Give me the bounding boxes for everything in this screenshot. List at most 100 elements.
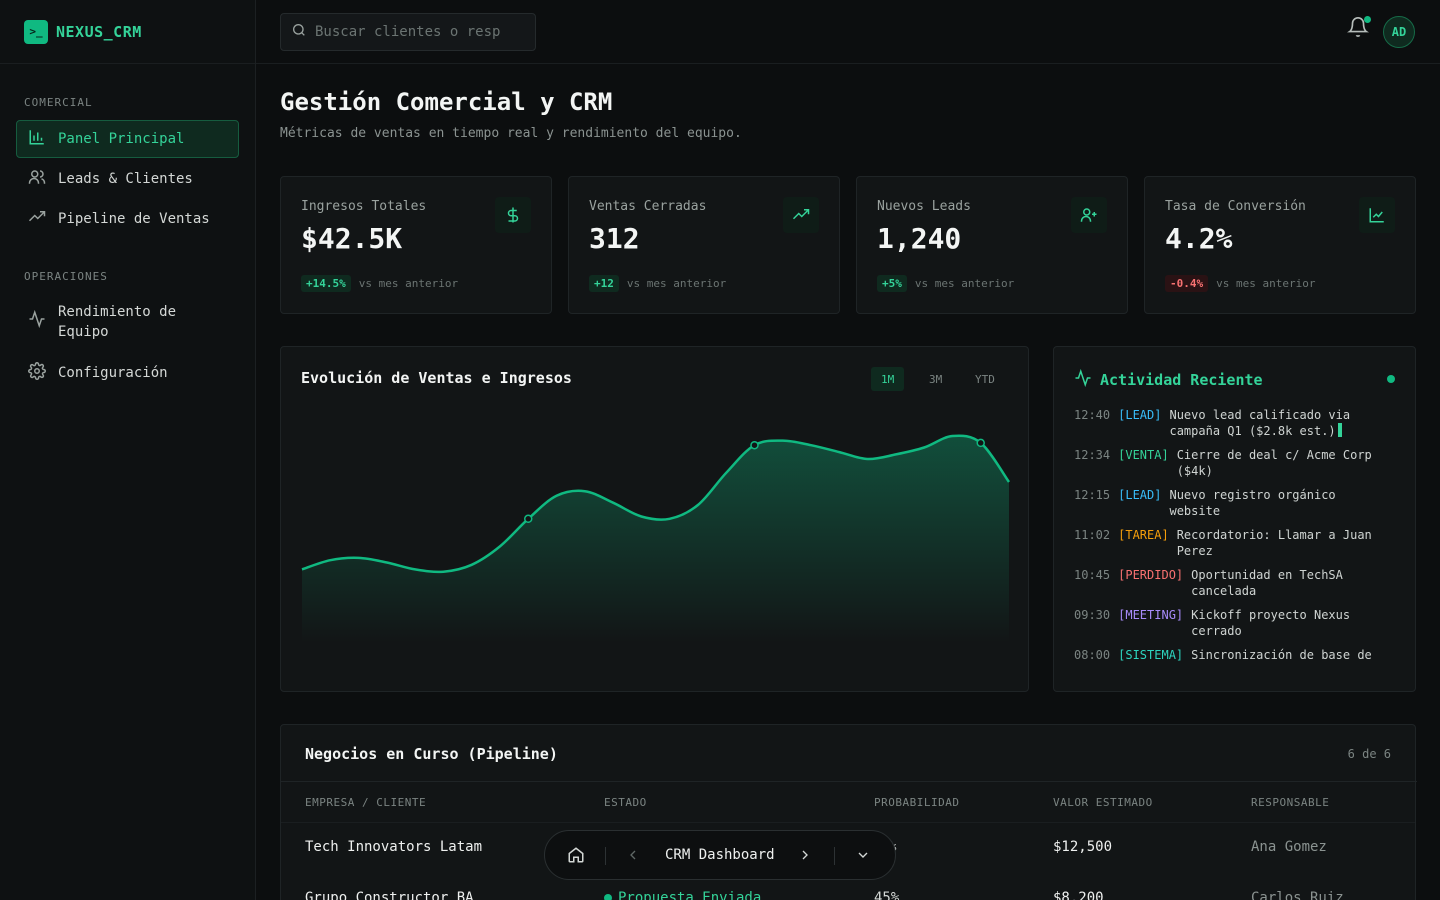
kpi-caption: vs mes anterior	[358, 277, 459, 290]
activity-text: Sincronización de base de	[1191, 648, 1372, 662]
activity-item: 09:30 [MEETING] Kickoff proyecto Nexus c…	[1074, 607, 1374, 639]
kpi-delta: +14.5%	[301, 275, 351, 292]
column-header-valor[interactable]: VALOR ESTIMADO	[1053, 796, 1153, 809]
gear-icon	[28, 362, 46, 384]
status-badge: Propuesta Enviada	[618, 890, 762, 900]
range-button-ytd[interactable]: YTD	[975, 372, 995, 386]
nav-heading-operaciones: OPERACIONES	[24, 270, 108, 283]
kpi-delta: -0.4%	[1165, 275, 1209, 292]
kpi-card-leads: Nuevos Leads 1,240 +5% vs mes anterior	[856, 176, 1128, 314]
activity-text: Recordatorio: Llamar a Juan Perez	[1176, 528, 1372, 558]
activity-text: Kickoff proyecto Nexus cerrado	[1191, 608, 1351, 638]
divider	[281, 781, 1417, 782]
pipeline-count: 6 de 6	[1347, 747, 1391, 761]
cell-status: Propuesta Enviada	[604, 890, 761, 900]
kpi-label: Ingresos Totales	[301, 199, 427, 214]
column-header-responsable[interactable]: RESPONSABLE	[1251, 796, 1330, 809]
chart-point[interactable]	[750, 440, 759, 450]
page-subtitle: Métricas de ventas en tiempo real y rend…	[280, 126, 742, 141]
search-box[interactable]	[280, 13, 536, 51]
avatar[interactable]: AD	[1383, 16, 1415, 48]
kpi-card-conversion: Tasa de Conversión 4.2% -0.4% vs mes ant…	[1144, 176, 1416, 314]
column-header-empresa[interactable]: EMPRESA / CLIENTE	[305, 796, 427, 809]
status-dot	[604, 894, 612, 900]
sidebar-item-pipeline-ventas[interactable]: Pipeline de Ventas	[16, 200, 239, 238]
notification-dot	[1364, 16, 1371, 23]
activity-tag: [PERDIDO]	[1118, 568, 1184, 582]
search-input[interactable]	[315, 24, 525, 40]
floating-nav-bar: CRM Dashboard	[544, 830, 896, 880]
brand[interactable]: >_ NEXUS_CRM	[0, 0, 255, 64]
activity-tag: [SISTEMA]	[1118, 648, 1184, 662]
users-icon	[28, 168, 46, 190]
activity-tag: [TAREA]	[1118, 528, 1169, 542]
kpi-card-ventas: Ventas Cerradas 312 +12 vs mes anterior	[568, 176, 840, 314]
activity-card: Actividad Reciente 12:40 [LEAD] Nuevo le…	[1053, 346, 1416, 692]
cell-owner: Carlos Ruiz	[1251, 890, 1344, 900]
separator	[834, 847, 835, 865]
sidebar-item-label: Leads & Clientes	[58, 171, 193, 187]
separator	[605, 847, 606, 865]
range-button-3m[interactable]: 3M	[929, 372, 943, 386]
sidebar: >_ NEXUS_CRM COMERCIAL Panel Principal L…	[0, 0, 256, 900]
sidebar-item-rendimiento-equipo[interactable]: Rendimiento de Equipo	[16, 300, 239, 344]
chevron-down-icon[interactable]	[855, 846, 871, 868]
page-title: Gestión Comercial y CRM	[280, 88, 613, 116]
notifications-button[interactable]	[1347, 16, 1371, 40]
kpi-label: Tasa de Conversión	[1165, 199, 1306, 214]
current-page-label[interactable]: CRM Dashboard	[665, 847, 775, 863]
typing-cursor	[1337, 423, 1342, 437]
live-indicator	[1387, 375, 1395, 383]
cell-value: $8,200	[1053, 890, 1104, 900]
chart-series-line	[301, 434, 1011, 574]
activity-tag: [MEETING]	[1118, 608, 1184, 622]
kpi-caption: vs mes anterior	[914, 277, 1015, 290]
user-plus-icon	[1071, 197, 1107, 233]
activity-time: 11:02	[1074, 528, 1111, 542]
sidebar-item-leads-clientes[interactable]: Leads & Clientes	[16, 160, 239, 198]
activity-icon	[1074, 368, 1092, 391]
activity-item: 11:02 [TAREA] Recordatorio: Llamar a Jua…	[1074, 527, 1374, 559]
kpi-value: 4.2%	[1165, 222, 1233, 255]
sidebar-item-configuracion[interactable]: Configuración	[16, 354, 239, 392]
activity-tag: [VENTA]	[1118, 448, 1169, 462]
cell-owner: Ana Gomez	[1251, 839, 1327, 855]
kpi-delta: +5%	[877, 275, 907, 292]
cell-probability: 45%	[874, 890, 900, 900]
home-icon[interactable]	[567, 846, 585, 868]
activity-time: 09:30	[1074, 608, 1111, 622]
activity-time: 12:34	[1074, 448, 1111, 462]
topbar: AD	[256, 0, 1440, 64]
column-header-probabilidad[interactable]: PROBABILIDAD	[874, 796, 960, 809]
search-icon	[291, 22, 307, 42]
kpi-caption: vs mes anterior	[626, 277, 727, 290]
chart-area-fill	[302, 435, 1009, 643]
chart-point[interactable]	[976, 438, 985, 448]
activity-text: Nuevo lead calificado via campaña Q1 ($2…	[1169, 408, 1351, 438]
cell-company: Grupo Constructor BA	[305, 890, 474, 900]
activity-time: 12:40	[1074, 408, 1111, 422]
activity-time: 12:15	[1074, 488, 1111, 502]
line-chart-icon	[1359, 197, 1395, 233]
kpi-value: 312	[589, 222, 640, 255]
bell-icon	[1347, 17, 1369, 38]
activity-tag: [LEAD]	[1118, 408, 1162, 422]
column-header-estado[interactable]: ESTADO	[604, 796, 647, 809]
range-button-1m[interactable]: 1M	[871, 367, 905, 391]
sidebar-item-panel-principal[interactable]: Panel Principal	[16, 120, 239, 158]
activity-text: Nuevo registro orgánico website	[1169, 488, 1336, 518]
activity-title: Actividad Reciente	[1100, 371, 1263, 389]
trending-up-icon	[783, 197, 819, 233]
activity-time: 08:00	[1074, 648, 1111, 662]
activity-icon	[28, 309, 46, 334]
kpi-card-ingresos: Ingresos Totales $42.5K +14.5% vs mes an…	[280, 176, 552, 314]
terminal-logo-icon: >_	[24, 19, 48, 44]
chevron-right-icon[interactable]	[797, 846, 813, 868]
chevron-left-icon[interactable]	[625, 846, 641, 868]
kpi-label: Nuevos Leads	[877, 199, 971, 214]
sidebar-item-label: Panel Principal	[58, 131, 185, 147]
chart-point[interactable]	[523, 514, 533, 524]
activity-item: 12:40 [LEAD] Nuevo lead calificado via c…	[1074, 407, 1374, 439]
trending-up-icon	[28, 208, 46, 230]
bar-chart-icon	[28, 128, 46, 150]
